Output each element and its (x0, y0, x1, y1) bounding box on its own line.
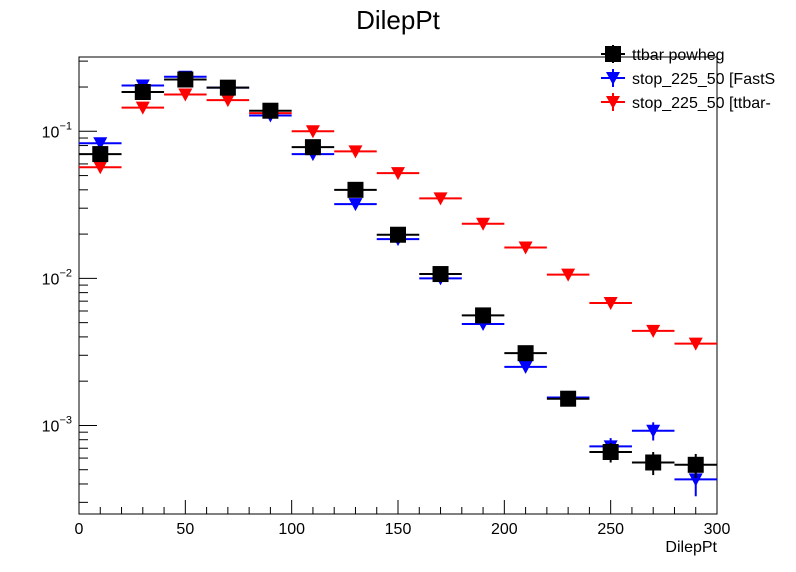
triangle-marker (476, 217, 491, 231)
data-point (79, 146, 122, 163)
square-marker (92, 146, 109, 163)
data-point (121, 101, 165, 115)
triangle-marker (178, 88, 193, 102)
y-axis: 10−3 10−2 10−1 (42, 60, 97, 503)
legend-triangle-marker (606, 96, 620, 109)
data-point (79, 161, 122, 175)
x-tick-label: 150 (385, 521, 412, 538)
data-point (504, 360, 547, 374)
square-marker (177, 71, 194, 88)
series-layer (79, 70, 717, 497)
square-marker (560, 390, 577, 407)
legend-label: stop_225_50 [FastS (632, 71, 775, 88)
data-point (504, 345, 547, 362)
legend-entry: stop_225_50 [FastS (601, 69, 775, 88)
y-tick-label: 10−1 (42, 120, 72, 141)
data-point (376, 167, 420, 181)
data-point (291, 139, 335, 156)
triangle-marker (646, 324, 661, 338)
square-marker (432, 266, 449, 283)
data-point (79, 137, 122, 151)
data-point (504, 241, 547, 255)
square-marker (517, 345, 534, 362)
triangle-marker (305, 125, 320, 139)
triangle-marker (433, 192, 448, 206)
data-point (674, 453, 717, 478)
data-point (631, 451, 675, 476)
triangle-marker (518, 241, 533, 255)
y-tick-label: 10−2 (42, 267, 72, 288)
legend-label: stop_225_50 [ttbar- (632, 95, 771, 112)
legend-triangle-marker (606, 72, 620, 85)
triangle-marker (646, 424, 661, 438)
triangle-marker (348, 198, 363, 212)
series-2 (79, 71, 717, 478)
x-axis: 0 50 100 150 200 250 300 (75, 500, 731, 538)
chart-title: DilepPt (356, 5, 441, 35)
data-point (589, 442, 632, 463)
x-tick-label: 300 (704, 521, 731, 538)
y-tick-label: 10−3 (42, 414, 72, 435)
series-1 (79, 70, 717, 497)
square-marker (347, 181, 364, 198)
triangle-marker (93, 137, 108, 151)
triangle-marker (688, 473, 703, 487)
x-tick-label: 0 (75, 521, 84, 538)
data-point (589, 297, 632, 311)
data-point (674, 337, 717, 351)
data-point (164, 88, 207, 102)
triangle-marker (220, 94, 235, 108)
triangle-marker (603, 297, 618, 311)
data-point (461, 217, 505, 231)
triangle-marker (348, 145, 363, 159)
data-point (334, 181, 377, 198)
triangle-marker (688, 337, 703, 351)
data-point (121, 84, 165, 101)
square-marker (262, 102, 279, 119)
data-point (546, 268, 590, 282)
data-point (206, 79, 250, 96)
data-point (164, 71, 207, 88)
square-marker (134, 84, 151, 101)
x-tick-label: 50 (176, 521, 194, 538)
legend-label: ttbar powheg (632, 47, 725, 64)
data-point (334, 145, 377, 159)
x-tick-label: 250 (597, 521, 624, 538)
data-point (376, 226, 420, 243)
square-marker (304, 139, 321, 156)
legend-square-marker (605, 46, 621, 62)
legend: ttbar powheg stop_225_50 [FastS stop_225_5… (601, 45, 775, 112)
data-point (249, 102, 292, 119)
square-marker (602, 443, 619, 460)
square-marker (645, 454, 662, 471)
data-point (291, 125, 335, 139)
triangle-marker (93, 161, 108, 175)
square-marker (390, 226, 406, 243)
data-point (631, 324, 675, 338)
legend-entry: stop_225_50 [ttbar- (601, 93, 771, 112)
data-point (631, 422, 675, 441)
triangle-marker (518, 360, 533, 374)
data-point (206, 94, 250, 108)
square-marker (687, 456, 704, 473)
square-marker (475, 307, 492, 324)
x-tick-label: 100 (278, 521, 305, 538)
data-point (334, 198, 377, 212)
square-marker (219, 79, 236, 96)
triangle-marker (391, 167, 405, 181)
data-point (419, 266, 462, 283)
x-tick-label: 200 (491, 521, 518, 538)
legend-entry: ttbar powheg (601, 45, 725, 64)
triangle-marker (135, 101, 150, 115)
triangle-marker (561, 268, 576, 282)
data-point (546, 390, 590, 407)
data-point (461, 307, 505, 324)
x-axis-title: DilepPt (665, 539, 717, 556)
series-0 (79, 88, 717, 351)
data-point (419, 192, 462, 206)
